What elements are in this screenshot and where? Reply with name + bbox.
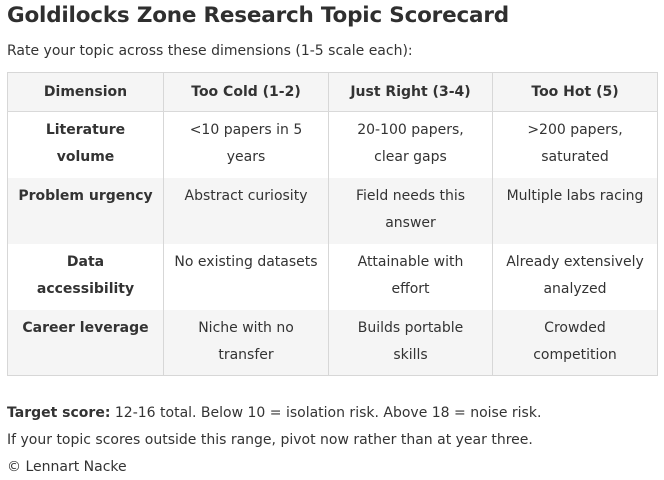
table-row: Career leverage Niche with no transfer B… (7, 309, 658, 376)
too-hot-cell: Multiple labs racing (492, 177, 658, 244)
just-right-cell: Field needs this answer (328, 177, 493, 244)
scorecard-table: Dimension Too Cold (1-2) Just Right (3-4… (7, 72, 658, 376)
header-too-cold: Too Cold (1-2) (163, 72, 329, 112)
header-just-right: Just Right (3-4) (328, 72, 493, 112)
dimension-cell: Literature volume (7, 111, 164, 178)
table-row: Data accessibility No existing datasets … (7, 243, 658, 310)
too-cold-cell: Niche with no transfer (163, 309, 329, 376)
advice-text: If your topic scores outside this range,… (7, 432, 533, 448)
too-cold-cell: <10 papers in 5 years (163, 111, 329, 178)
too-hot-cell: >200 papers, saturated (492, 111, 658, 178)
dimension-cell: Problem urgency (7, 177, 164, 244)
target-score-line: Target score: 12-16 total. Below 10 = is… (7, 402, 541, 424)
too-hot-cell: Crowded competition (492, 309, 658, 376)
just-right-cell: 20-100 papers, clear gaps (328, 111, 493, 178)
target-score-text: 12-16 total. Below 10 = isolation risk. … (110, 405, 542, 421)
too-hot-cell: Already extensively analyzed (492, 243, 658, 310)
page-subtitle: Rate your topic across these dimensions … (7, 43, 413, 59)
just-right-cell: Builds portable skills (328, 309, 493, 376)
too-cold-cell: No existing datasets (163, 243, 329, 310)
table-row: Literature volume <10 papers in 5 years … (7, 111, 658, 178)
page-title: Goldilocks Zone Research Topic Scorecard (7, 3, 509, 28)
too-cold-cell: Abstract curiosity (163, 177, 329, 244)
just-right-cell: Attainable with effort (328, 243, 493, 310)
table-header-row: Dimension Too Cold (1-2) Just Right (3-4… (7, 72, 658, 112)
table-row: Problem urgency Abstract curiosity Field… (7, 177, 658, 244)
dimension-cell: Career leverage (7, 309, 164, 376)
dimension-cell: Data accessibility (7, 243, 164, 310)
copyright-text: © Lennart Nacke (7, 459, 127, 475)
header-dimension: Dimension (7, 72, 164, 112)
target-score-label: Target score: (7, 405, 111, 421)
header-too-hot: Too Hot (5) (492, 72, 658, 112)
